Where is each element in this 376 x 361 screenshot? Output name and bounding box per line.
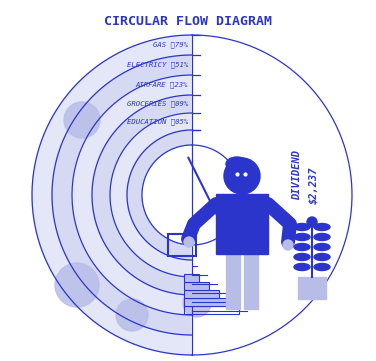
Polygon shape	[127, 130, 192, 260]
Polygon shape	[110, 113, 192, 277]
Circle shape	[64, 102, 100, 138]
Ellipse shape	[314, 264, 330, 270]
Circle shape	[224, 158, 260, 194]
Circle shape	[307, 217, 317, 227]
Polygon shape	[192, 145, 242, 245]
Bar	[298, 277, 326, 299]
Ellipse shape	[294, 244, 310, 251]
Polygon shape	[142, 145, 192, 245]
Polygon shape	[192, 35, 352, 355]
Ellipse shape	[226, 157, 248, 171]
Ellipse shape	[294, 264, 310, 270]
Text: GROCERIES ➑09%: GROCERIES ➑09%	[127, 101, 188, 107]
Circle shape	[116, 299, 148, 331]
Text: CIRCULAR FLOW DIAGRAM: CIRCULAR FLOW DIAGRAM	[104, 15, 272, 28]
Bar	[184, 290, 219, 298]
Circle shape	[184, 237, 194, 247]
Ellipse shape	[294, 223, 310, 231]
Ellipse shape	[294, 253, 310, 261]
Bar	[244, 254, 258, 309]
Bar	[184, 306, 239, 314]
Text: $2,237: $2,237	[308, 166, 318, 204]
Text: EDUCATION ➑05%: EDUCATION ➑05%	[127, 118, 188, 125]
Bar	[184, 282, 209, 290]
Circle shape	[283, 240, 293, 250]
Polygon shape	[52, 55, 192, 335]
Polygon shape	[156, 159, 192, 231]
Bar	[216, 194, 268, 254]
Bar	[184, 298, 229, 306]
Circle shape	[55, 263, 99, 307]
Polygon shape	[92, 95, 192, 295]
Ellipse shape	[314, 234, 330, 240]
Bar	[168, 234, 196, 256]
Text: ELECTRICY ➑51%: ELECTRICY ➑51%	[127, 62, 188, 68]
Ellipse shape	[294, 234, 310, 240]
Polygon shape	[32, 35, 192, 355]
Circle shape	[183, 289, 211, 317]
Text: AIRFARE ➑23%: AIRFARE ➑23%	[135, 82, 188, 88]
Text: GAS ➑79%: GAS ➑79%	[153, 42, 188, 48]
Bar	[226, 254, 240, 309]
Ellipse shape	[314, 223, 330, 231]
Bar	[184, 274, 199, 282]
Polygon shape	[72, 75, 192, 315]
Polygon shape	[142, 145, 192, 245]
Ellipse shape	[314, 253, 330, 261]
Ellipse shape	[314, 244, 330, 251]
Text: DIVIDEND: DIVIDEND	[292, 150, 302, 200]
Polygon shape	[168, 171, 192, 219]
